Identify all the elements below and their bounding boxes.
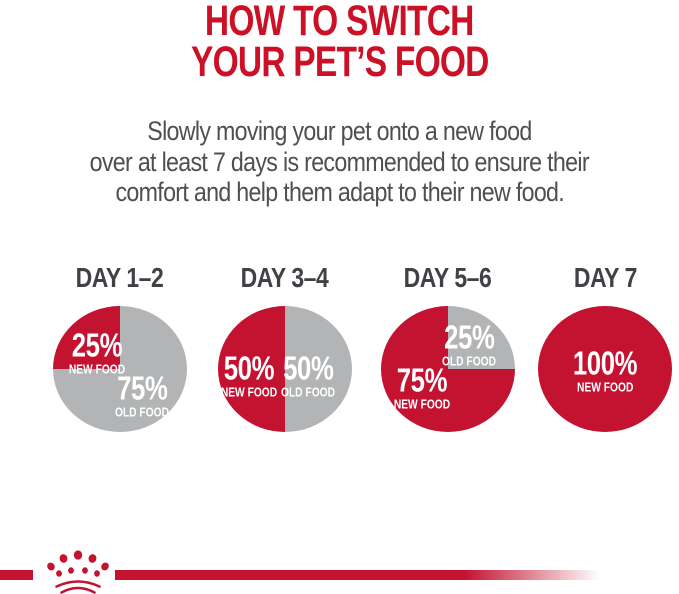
slice-label-old-food: 25% OLD FOOD bbox=[436, 320, 502, 368]
slice-percent: 25% bbox=[443, 318, 495, 356]
slice-percent: 100% bbox=[572, 344, 638, 382]
slice-percent: 50% bbox=[282, 349, 334, 387]
subtitle-line-2: over at least 7 days is recommended to e… bbox=[89, 146, 590, 177]
footer-bar-right-segment bbox=[115, 570, 600, 580]
pie-chart-day-3-4: 50% NEW FOOD 50% OLD FOOD bbox=[218, 306, 352, 432]
slice-caption: NEW FOOD bbox=[576, 380, 634, 395]
slice-label-old-food: 50% OLD FOOD bbox=[275, 351, 341, 399]
slice-label-new-food: 75% NEW FOOD bbox=[388, 363, 457, 411]
slice-caption: OLD FOOD bbox=[441, 354, 497, 369]
slice-percent: 75% bbox=[396, 361, 448, 399]
pie-chart-day-7: 100% NEW FOOD bbox=[538, 306, 672, 432]
royal-canin-crown-icon bbox=[47, 550, 109, 594]
subtitle: Slowly moving your pet onto a new food o… bbox=[0, 116, 679, 208]
page-title: HOW TO SWITCH YOUR PET’S FOOD bbox=[0, 0, 679, 86]
day-column-3-4: DAY 3–4 50% NEW FOOD 50% OLD FOOD bbox=[205, 264, 365, 432]
slice-caption: OLD FOOD bbox=[114, 405, 170, 420]
subtitle-line-3: comfort and help them adapt to their new… bbox=[115, 177, 564, 207]
pie-chart-day-5-6: 25% OLD FOOD 75% NEW FOOD bbox=[381, 306, 515, 432]
slice-percent: 75% bbox=[116, 369, 168, 407]
day-label-3-4: DAY 3–4 bbox=[241, 262, 329, 293]
title-line-2: YOUR PET’S FOOD bbox=[190, 38, 489, 86]
slice-label-old-food: 75% OLD FOOD bbox=[109, 371, 175, 419]
slice-percent: 50% bbox=[223, 349, 275, 387]
day-column-5-6: DAY 5–6 25% OLD FOOD 75% NEW FOOD bbox=[368, 264, 528, 432]
slice-label-new-food: 100% NEW FOOD bbox=[564, 346, 646, 394]
slice-caption: NEW FOOD bbox=[220, 385, 278, 400]
footer-bar-left-segment bbox=[0, 570, 33, 580]
day-column-7: DAY 7 100% NEW FOOD bbox=[525, 264, 679, 432]
slice-caption: NEW FOOD bbox=[68, 362, 126, 377]
day-label-1-2: DAY 1–2 bbox=[76, 262, 164, 293]
day-label-5-6: DAY 5–6 bbox=[404, 262, 492, 293]
title-line-1: HOW TO SWITCH bbox=[205, 0, 475, 45]
day-label-7: DAY 7 bbox=[573, 262, 637, 293]
pie-chart-day-1-2: 25% NEW FOOD 75% OLD FOOD bbox=[53, 306, 187, 432]
day-column-1-2: DAY 1–2 25% NEW FOOD 75% OLD FOOD bbox=[40, 264, 200, 432]
slice-caption: NEW FOOD bbox=[393, 397, 451, 412]
slice-percent: 25% bbox=[71, 326, 123, 364]
slice-caption: OLD FOOD bbox=[280, 385, 336, 400]
subtitle-line-1: Slowly moving your pet onto a new food bbox=[147, 116, 532, 146]
slice-label-new-food: 50% NEW FOOD bbox=[215, 351, 284, 399]
slice-label-new-food: 25% NEW FOOD bbox=[63, 328, 132, 376]
